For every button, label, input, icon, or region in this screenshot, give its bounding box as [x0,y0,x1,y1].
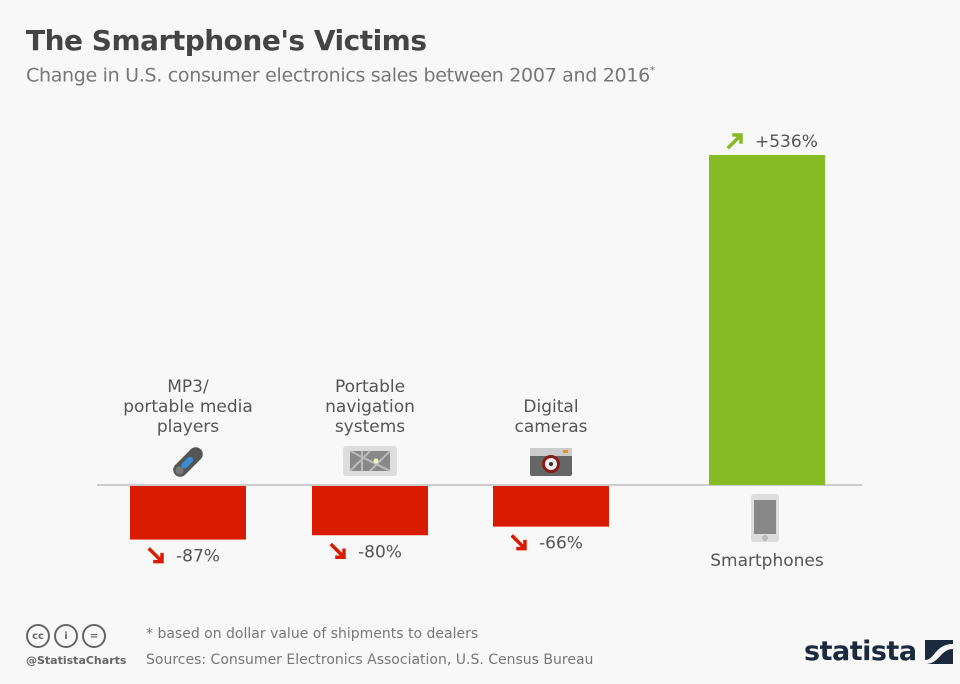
category-label: Smartphones [710,551,824,571]
statista-logo[interactable]: statista [804,636,953,667]
gps-navigation-icon [343,446,397,476]
chart-title: The Smartphone's Victims [26,24,427,57]
value-label: +536% [755,132,818,152]
smartphone-icon [751,494,779,542]
category-label: Portable [335,377,405,397]
value-label: -87% [176,547,220,567]
category-label: players [157,417,219,437]
camera-icon [530,448,572,476]
twitter-handle[interactable]: @StatistaCharts [26,654,127,667]
bar-2 [493,486,609,527]
category-label: navigation [325,397,415,417]
value-label: -80% [358,542,402,562]
attribution-icon[interactable]: i [54,624,78,648]
cc-icon[interactable]: cc [26,624,50,648]
category-label: systems [335,417,405,437]
bar-0 [130,486,246,540]
footnote-marker: * [649,64,656,77]
arrow-up-icon [726,133,743,150]
footnote: * based on dollar value of shipments to … [146,626,479,642]
mp3-player-icon [173,447,203,477]
subtitle-text: Change in U.S. consumer electronics sale… [26,64,650,87]
arrow-down-icon [510,534,527,551]
category-label: MP3/ [167,377,209,397]
brand-name: statista [804,636,917,667]
sources: Sources: Consumer Electronics Associatio… [146,652,594,668]
no-derivatives-icon[interactable]: = [82,624,106,648]
bar-1 [312,486,428,536]
category-label: Digital [523,397,578,417]
category-label: cameras [514,417,587,437]
creative-commons-badges: cc i = [26,624,106,648]
bar-3 [709,155,825,485]
arrow-down-icon [329,542,346,560]
category-label: portable media [123,397,253,417]
arrow-down-icon [147,547,164,564]
value-label: -66% [539,534,583,554]
statista-logo-icon [924,639,953,664]
chart-subtitle: Change in U.S. consumer electronics sale… [26,64,655,86]
